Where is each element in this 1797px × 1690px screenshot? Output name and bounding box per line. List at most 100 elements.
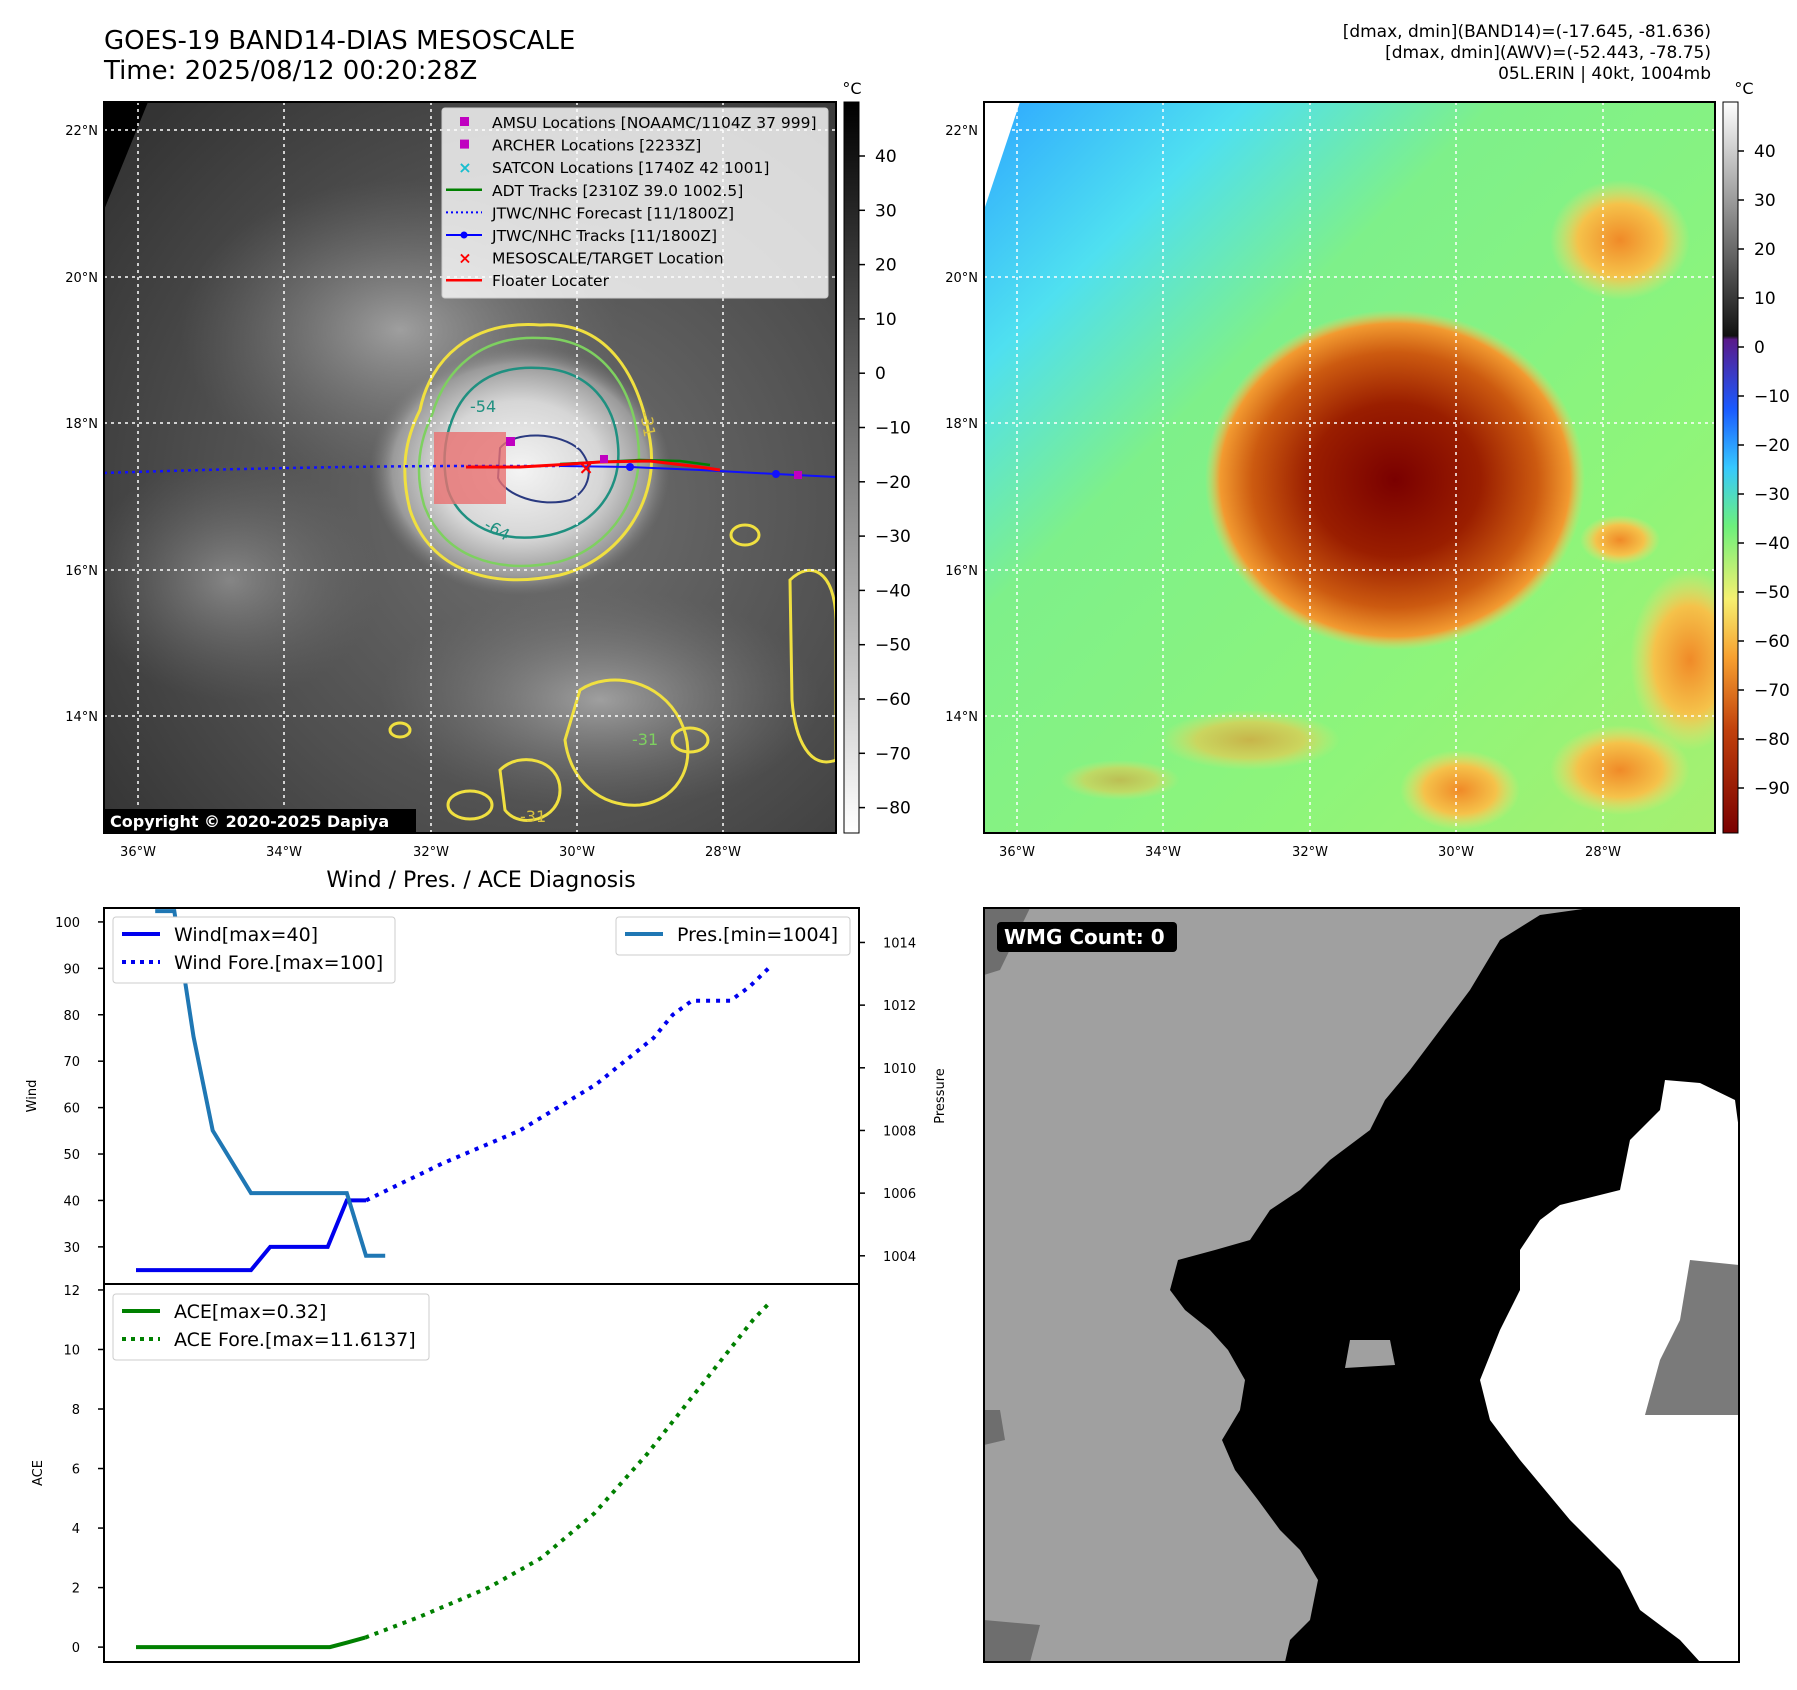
ace-axis-label: ACE [31,1460,46,1486]
contour-yellow-small-3 [388,721,412,739]
legend-item: JTWC/NHC Tracks [11/1800Z] [446,227,717,245]
legend-label: ARCHER Locations [2233Z] [492,137,701,155]
contour-yellow [403,323,653,582]
contour-green [417,336,641,568]
awv-blob-7 [1060,760,1180,800]
awv-map [984,102,1715,833]
colorbar-tick-label: 20 [875,256,897,276]
awv-storm [1205,310,1585,650]
wmg-white-region [1480,1080,1739,1662]
pressure-ytick-label: 1014 [883,936,916,951]
wind-ytick-label: 100 [55,916,80,931]
wind-legend-box [112,916,396,984]
map-axis-ticks: 36°W 36°W 34°W 34°W 32°W 32°W 30°W 30°W 28°W 28°W… [65,124,1621,860]
contour-yellow-s [498,758,562,822]
figure-title: GOES-19 BAND14-DIAS MESOSCALE Time: 2025… [104,26,575,86]
title-line-1: GOES-19 BAND14-DIAS MESOSCALE [104,26,576,56]
legend-item: × SATCON Locations [1740Z 42 1001] [458,158,769,177]
left-map-lat-label: 18°N [65,417,98,432]
wmg-label: WMG Count: 0 [1004,925,1165,949]
legend-swatch [460,117,469,126]
amsu-marker [506,437,515,446]
wind-ytick-label: 70 [63,1055,80,1070]
contour-yellow-sw [563,678,690,807]
cloud-band-3 [104,460,380,700]
colorbar-tick-label: −60 [1754,632,1790,652]
left-map-lon-label: 32°W [413,845,449,860]
legend-box [441,107,829,299]
legend-label: MESOSCALE/TARGET Location [492,250,724,268]
wind-legend-label: Wind[max=40] [174,924,318,946]
right-map-lat-label: 22°N [945,124,978,139]
ace-legend-box [112,1293,430,1361]
pressure-axis-label: Pressure [933,1068,948,1124]
colorbar-tick-label: −80 [1754,730,1790,750]
contour-label-54: -54 [470,397,496,416]
left-map-lat-label: 14°N [65,710,98,725]
colorbar-tick-label: 0 [1754,338,1765,358]
pres-legend: Pres.[min=1004] [615,916,851,956]
left-map-lat-label: 22°N [65,124,98,139]
pressure-ytick-label: 1004 [883,1250,916,1265]
diagnosis-title: Wind / Pres. / ACE Diagnosis [326,868,635,893]
wmg-gray-patch-1 [1645,1260,1739,1415]
ace-chart-frame [103,1283,860,1663]
ir-map: × [104,102,836,833]
info-line-1: [dmax, dmin](BAND14)=(-17.645, -81.636) [1342,22,1711,42]
left-colorbar-unit: °C [842,79,861,98]
colorbar-tick-label: 40 [1754,142,1776,162]
wind-axis-label: Wind [25,1080,40,1113]
legend-items: AMSU Locations [NOAAMC/1104Z 37 999] ARCH… [446,114,817,290]
ace-fore-legend-label: ACE Fore.[max=11.6137] [174,1329,416,1351]
left-colorbar-ticks: 40 30 20 10 0 −10 −20 −30 −40 −50 −60 −70 −80 [859,147,911,819]
colorbar-tick-label: −40 [1754,534,1790,554]
colorbar-tick-label: 20 [1754,240,1776,260]
right-map-lon-label: 30°W [1438,845,1474,860]
legend-label: JTWC/NHC Tracks [11/1800Z] [491,227,717,245]
wind-ytick-label: 80 [63,1009,80,1024]
wmg-gray-patch-2 [1345,1340,1395,1368]
right-map-lat-label: 18°N [945,417,978,432]
legend-item: ARCHER Locations [2233Z] [460,137,701,155]
pres-legend-label: Pres.[min=1004] [677,924,838,946]
ir-map-frame [103,101,837,834]
ace-series-line [136,1635,366,1650]
wind-ytick-label: 90 [63,962,80,977]
ace-series-line [364,1300,773,1640]
wind-fore-legend-label: Wind Fore.[max=100] [174,952,383,974]
awv-blob-2 [1630,570,1715,750]
legend-swatch-dot [460,231,468,239]
awv-no-data-corner [984,102,1020,210]
colorbar-tick-label: −20 [875,473,911,493]
right-map-lon-label: 28°W [1585,845,1621,860]
ace-ytick-label: 8 [72,1403,80,1418]
colorbar-tick-label: −20 [1754,436,1790,456]
wind-legend: Wind[max=40] Wind Fore.[max=100] [112,916,396,984]
info-line-2: [dmax, dmin](AWV)=(-52.443, -78.75) [1385,43,1711,63]
wind-ytick-label: 40 [63,1194,80,1209]
colorbar-tick-label: −10 [1754,387,1790,407]
series-line [365,966,770,1203]
legend-item: AMSU Locations [NOAAMC/1104Z 37 999] [460,114,817,132]
pressure-ytick-label: 1012 [883,999,916,1014]
colorbar-tick-label: 10 [1754,289,1776,309]
legend-label: Floater Locater [492,272,610,290]
left-colorbar [843,101,860,834]
left-map-lat-label: 20°N [65,271,98,286]
colorbar-tick-label: −50 [1754,583,1790,603]
amsu-marker-east [794,471,802,479]
pressure-ytick-label: 1006 [883,1187,916,1202]
colorbar-tick-label: −30 [1754,485,1790,505]
legend-swatch [460,139,469,149]
wmg-frame [983,907,1740,1663]
awv-blob-3 [1550,725,1690,815]
wind-ytick-label: 30 [63,1241,80,1256]
archer-marker [600,455,608,463]
ace-chart [136,1300,773,1650]
legend-item: × MESOSCALE/TARGET Location [458,249,723,268]
left-map-lon-label: 34°W [266,845,302,860]
jtwc-track-dot-1 [626,463,634,471]
contour-label-31b: -31 [632,730,658,749]
right-map-lon-label: 34°W [1145,845,1181,860]
